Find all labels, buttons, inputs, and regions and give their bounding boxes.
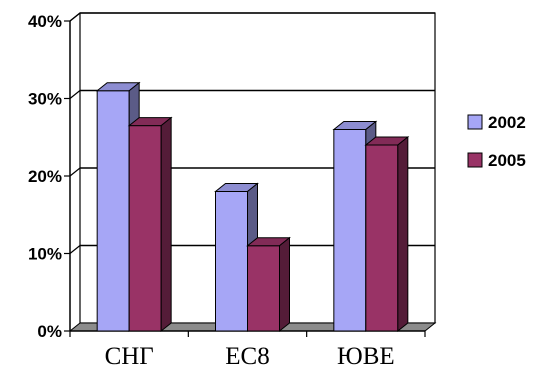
gridline-diagonal [69,167,81,177]
y-tick-label: 30% [28,90,62,109]
y-axis-top-diagonal [69,12,81,22]
bar-side [160,116,172,333]
legend-swatch [467,114,483,130]
legend-item-2005: 2005 [467,151,526,170]
y-tick-label: 0% [37,322,62,341]
bar-front [215,191,248,332]
category-label: СНГ [105,343,154,370]
bar-front [128,125,162,332]
category-label: ЕС8 [225,343,269,370]
bar-2005-1 [246,236,291,333]
bar-2005-2 [364,135,410,333]
bar-side [397,135,409,333]
y-tick-labels: 0% 10% 20% 30% 40% [28,12,62,341]
y-tick-label: 10% [28,245,62,264]
bar-front [96,90,130,332]
gridline-diagonal [69,90,81,99]
bar-2005-0 [127,116,173,333]
y-tick-label: 40% [28,12,62,31]
legend-label: 2005 [488,151,526,170]
bar-front [333,129,367,332]
legend-item-2002: 2002 [467,113,526,132]
category-label: ЮВЕ [337,343,395,370]
legend: 2002 2005 [467,113,526,170]
bar-front [247,245,280,332]
bars [95,81,410,333]
category-labels: СНГ ЕС8 ЮВЕ [105,343,395,370]
legend-swatch [467,152,483,168]
gridline-diagonal [69,245,81,254]
bar-side [279,236,290,333]
legend-label: 2002 [488,113,526,132]
bar-front [365,144,399,332]
y-tick-label: 20% [28,167,62,186]
